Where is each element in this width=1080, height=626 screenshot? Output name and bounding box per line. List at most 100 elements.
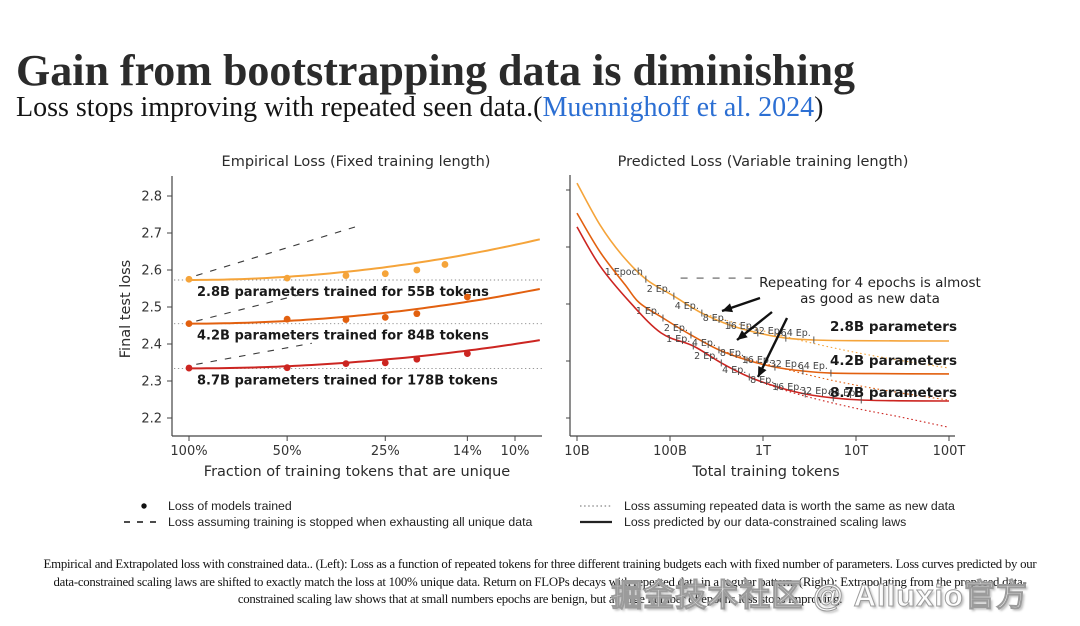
series-label: 8.7B parameters (830, 385, 957, 401)
annotation-text-line: as good as new data (800, 291, 940, 307)
repeated-as-new-dotted-curve (718, 349, 948, 401)
subtitle-close-paren: ) (814, 92, 824, 123)
repeated-as-new-dotted-curve (749, 376, 948, 428)
epoch-marker-label: 4 Ep. (675, 301, 699, 312)
data-point (283, 274, 291, 282)
series-annotation: 2.8B parameters trained for 55B tokens (197, 285, 489, 300)
scaling-law-curve (189, 238, 541, 281)
y-tick-label: 2.5 (141, 301, 162, 316)
figure-caption: Empirical and Extrapolated loss with con… (0, 556, 1080, 609)
annotation-arrow-shaft (756, 317, 789, 378)
legend-item-scaling-law: Loss predicted by our data-constrained s… (578, 515, 906, 529)
data-point (413, 355, 421, 363)
data-point (342, 272, 350, 279)
epoch-marker-label: 8 Ep. (720, 348, 744, 359)
epoch-marker-label: 64 Ep. (828, 388, 858, 399)
epoch-marker-label: 2 Ep. (694, 351, 718, 362)
epoch-marker-label: 16 Ep. (742, 355, 772, 366)
y-tick-label: 2.8 (141, 190, 162, 205)
caption-line: Empirical and Extrapolated loss with con… (43, 557, 1037, 571)
solid-line-icon (580, 520, 612, 524)
epoch-marker-label: 4 Ep. (722, 365, 746, 376)
scaling-law-curve (189, 339, 540, 370)
series-label: 4.2B parameters (830, 353, 957, 369)
annotation-arrowhead (737, 330, 748, 340)
data-point (342, 316, 350, 323)
legend-label: Loss predicted by our data-constrained s… (624, 515, 907, 529)
legend-label: Loss of models trained (168, 499, 292, 513)
dashed-line-icon (124, 521, 156, 523)
annotation-arrowhead (758, 366, 767, 377)
data-point (413, 310, 421, 318)
caption-line: constrained scaling law shows that at sm… (237, 592, 843, 606)
data-point (283, 315, 291, 323)
watermark: 掘金技术社区 @ Alluxio官方 (611, 578, 1028, 614)
epoch-marker-label: 1 Ep. (666, 334, 690, 345)
legend-item-models-trained: Loss of models trained (128, 499, 292, 513)
data-point (463, 293, 471, 301)
citation-link[interactable]: Muennighoff et al. 2024 (542, 92, 815, 123)
epoch-marker-label: 16 Ep. (725, 321, 755, 332)
data-point (381, 270, 389, 278)
legend-label: Loss assuming repeated data is worth the… (624, 499, 955, 513)
epoch-marker-label: 64 Ep. (781, 328, 811, 339)
annotation-text-line: Repeating for 4 epochs is almost (759, 275, 981, 291)
y-tick-label: 2.3 (141, 375, 162, 390)
empirical-loss-chart: Empirical Loss (Fixed training length) 2.… (118, 154, 542, 480)
series-annotation: 4.2B parameters trained for 84B tokens (197, 329, 489, 344)
data-point (185, 275, 193, 283)
epoch-marker-label: 32 Ep. (753, 326, 783, 337)
x-tick-label: 10T (844, 444, 869, 459)
predicted-loss-chart: Predicted Loss (Variable training length… (564, 154, 981, 480)
subtitle-text: Loss stops improving with repeated seen … (16, 92, 543, 123)
left-chart-title: Empirical Loss (Fixed training length) (222, 154, 491, 170)
epoch-marker-label: 1 Ep. (636, 306, 660, 317)
data-point (463, 350, 471, 358)
annotation-arrowhead (722, 303, 733, 313)
exhausted-data-dashed-line (196, 342, 312, 365)
epoch-marker-label: 16 Ep. (772, 382, 802, 393)
x-tick-label: 10B (564, 444, 589, 459)
legend-label: Loss assuming training is stopped when e… (168, 515, 533, 529)
exhausted-data-dashed-line (196, 225, 360, 277)
x-tick-label: 50% (273, 444, 302, 459)
caption-line: data-constrained scaling laws are shifte… (53, 574, 1027, 589)
predicted-loss-curve (576, 182, 950, 342)
y-tick-label: 2.7 (141, 227, 162, 242)
page-title: Gain from bootstrapping data is diminish… (16, 46, 856, 96)
dot-marker-icon (141, 503, 147, 509)
subtitle: Loss stops improving with repeated seen … (16, 92, 823, 124)
x-tick-label: 100T (933, 444, 966, 459)
right-chart-title: Predicted Loss (Variable training length… (618, 154, 909, 170)
x-tick-label: 1T (755, 444, 771, 459)
y-axis-label: Final test loss (118, 260, 134, 359)
series-label: 2.8B parameters (830, 319, 957, 335)
epoch-marker-label: 2 Ep. (664, 323, 688, 334)
data-point (185, 320, 193, 328)
dotted-line-icon (580, 505, 612, 507)
epoch-marker-label: 8 Ep. (750, 375, 774, 386)
x-axis-label: Fraction of training tokens that are uni… (204, 464, 510, 480)
x-tick-label: 10% (501, 444, 530, 459)
epoch-marker-label: 2 Ep. (647, 284, 671, 295)
x-axis-label: Total training tokens (691, 464, 839, 480)
x-tick-label: 25% (371, 444, 400, 459)
data-point (413, 266, 421, 274)
data-point (342, 360, 350, 368)
epoch-marker-label: 4 Ep. (692, 338, 716, 349)
data-point (283, 364, 291, 372)
data-point (381, 313, 389, 321)
exhausted-data-dashed-line (196, 293, 303, 322)
legend-item-exhaust-unique: Loss assuming training is stopped when e… (122, 515, 532, 529)
legend-item-repeated-as-new: Loss assuming repeated data is worth the… (578, 499, 955, 513)
y-tick-label: 2.6 (141, 264, 162, 279)
epoch-marker-label: 32 Ep. (800, 386, 830, 397)
epoch-marker-label: 8 Ep. (703, 313, 727, 324)
epoch-marker-label: 32 Ep. (770, 359, 800, 370)
y-tick-label: 2.2 (141, 412, 162, 427)
data-point (381, 359, 389, 367)
series-annotation: 8.7B parameters trained for 178B tokens (197, 373, 498, 388)
x-tick-label: 14% (453, 444, 482, 459)
x-tick-label: 100B (653, 444, 687, 459)
